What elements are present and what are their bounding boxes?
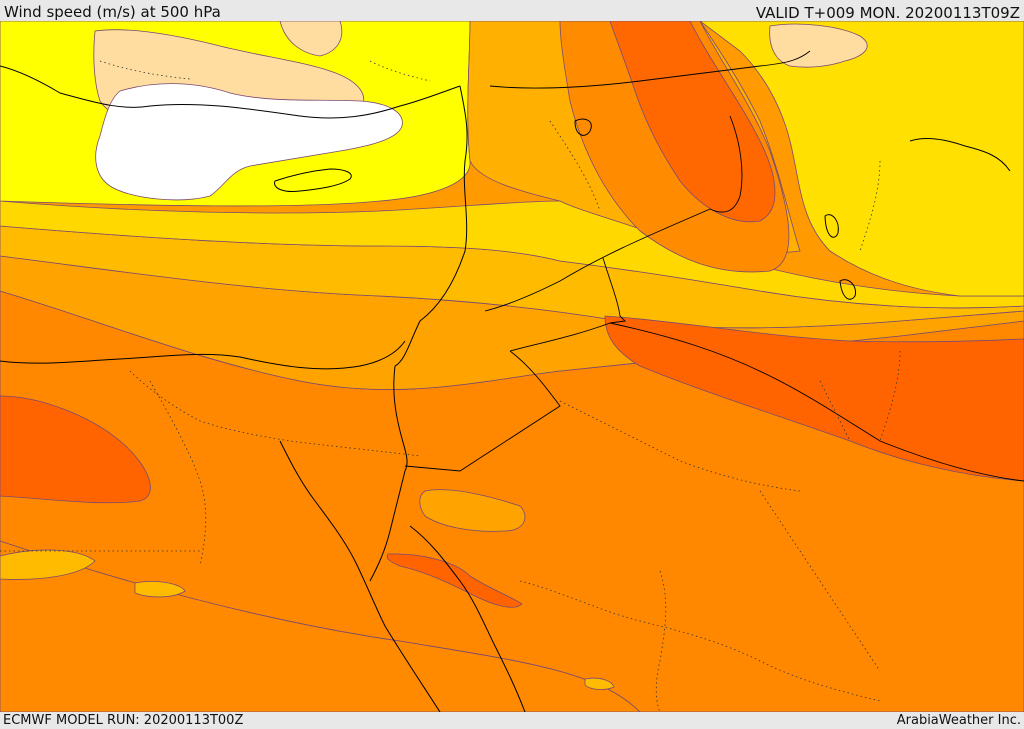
map-title: Wind speed (m/s) at 500 hPa: [4, 3, 221, 21]
wind-core-dark-west: [0, 395, 151, 504]
wind-core-dark-east: [604, 315, 1024, 482]
map-canvas[interactable]: [0, 21, 1024, 712]
valid-time-label: VALID T+009 MON. 20200113T09Z: [755, 4, 1020, 22]
country-borders: [404, 50, 1024, 482]
map-footer: ECMWF MODEL RUN: 20200113T00Z ArabiaWeat…: [0, 712, 1024, 729]
wind-speed-map: [0, 21, 1024, 712]
wind-core-dark-north: [609, 21, 776, 223]
coastlines: [0, 65, 1011, 712]
wind-region-gold-northeast: [699, 21, 1024, 297]
internal-borders: [0, 60, 901, 712]
wind-patch-light-south: [584, 677, 615, 690]
wind-region-peach-northeast: [769, 23, 868, 68]
credit-label: ArabiaWeather Inc.: [896, 713, 1021, 728]
wind-region-white-calm: [95, 83, 403, 201]
map-header: Wind speed (m/s) at 500 hPa VALID T+009 …: [0, 0, 1024, 22]
wind-patch-light-southwest-2: [134, 581, 186, 598]
wind-patch-light-saudi: [419, 489, 526, 532]
wind-core-dark-redsea: [386, 553, 523, 608]
model-run-label: ECMWF MODEL RUN: 20200113T00Z: [3, 713, 244, 728]
wind-patch-light-southwest: [0, 549, 96, 580]
wind-region-peach-north: [279, 21, 343, 57]
